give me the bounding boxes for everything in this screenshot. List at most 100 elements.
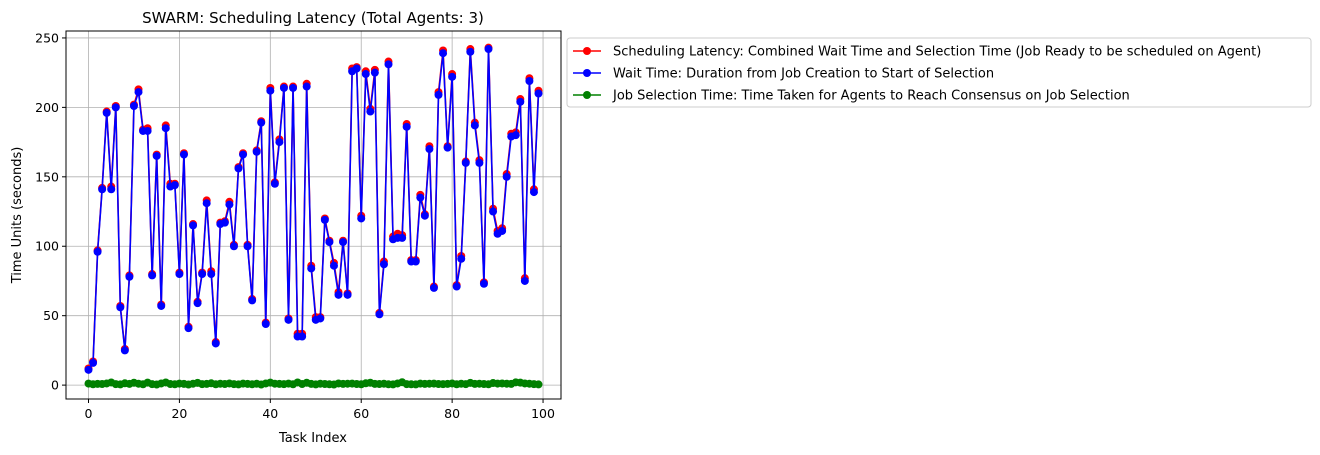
y-tick-label: 100 (35, 239, 59, 254)
data-point-wait-time (279, 83, 288, 92)
x-axis-label: Task Index (278, 431, 347, 446)
x-tick-label: 0 (85, 406, 93, 421)
legend-marker-scheduling-latency (583, 47, 591, 55)
data-point-wait-time (129, 101, 138, 110)
data-point-wait-time (489, 207, 498, 216)
y-axis-label: Time Units (seconds) (10, 147, 25, 285)
data-point-wait-time (89, 358, 98, 367)
data-point-wait-time (534, 89, 543, 98)
legend: Scheduling Latency: Combined Wait Time a… (566, 37, 1312, 108)
data-point-wait-time (516, 97, 525, 106)
data-point-wait-time (448, 72, 457, 81)
data-point-wait-time (298, 332, 307, 341)
data-point-wait-time (475, 158, 484, 167)
legend-box (566, 37, 1312, 108)
data-point-wait-time (402, 122, 411, 131)
data-point-wait-time (525, 76, 534, 85)
x-tick-label: 20 (171, 406, 187, 421)
ticks: 0 20 40 60 80 100 0 50 100 150 200 250 (35, 30, 555, 421)
y-tick-label: 150 (35, 169, 59, 184)
x-tick-label: 100 (531, 406, 555, 421)
data-point-wait-time (170, 181, 179, 190)
data-point-wait-time (134, 88, 143, 97)
data-point-wait-time (520, 276, 529, 285)
series-wait-time (84, 45, 543, 374)
data-point-wait-time (479, 279, 488, 288)
data-point-wait-time (229, 242, 238, 251)
data-point-wait-time (275, 138, 284, 147)
data-point-wait-time (384, 60, 393, 69)
plot-frame (65, 30, 562, 400)
legend-label-job-selection-time: Job Selection Time: Time Taken for Agent… (612, 89, 1130, 104)
data-point-wait-time (466, 47, 475, 56)
data-point-wait-time (207, 270, 216, 279)
data-point-wait-time (202, 199, 211, 208)
data-point-wait-time (375, 310, 384, 319)
data-point-wait-time (334, 290, 343, 299)
data-point-wait-time (84, 365, 93, 374)
data-point-wait-time (425, 145, 434, 154)
data-point-wait-time (511, 131, 520, 140)
data-point-wait-time (107, 185, 116, 194)
data-point-wait-time (157, 301, 166, 310)
x-tick-label: 80 (444, 406, 460, 421)
data-point-wait-time (484, 45, 493, 54)
data-point-wait-time (111, 103, 120, 112)
data-point-wait-time (184, 324, 193, 333)
data-point-wait-time (93, 247, 102, 256)
data-point-wait-time (198, 270, 207, 279)
data-point-wait-time (220, 218, 229, 227)
y-tick-label: 0 (51, 378, 59, 393)
series-layer (84, 43, 543, 389)
data-point-wait-time (411, 257, 420, 266)
data-point-wait-time (102, 108, 111, 117)
data-point-wait-time (498, 226, 507, 235)
data-point-wait-time (366, 107, 375, 116)
data-point-wait-time (429, 283, 438, 292)
data-point-wait-time (379, 260, 388, 269)
data-point-wait-time (252, 147, 261, 156)
y-tick-label: 250 (35, 30, 59, 45)
data-point-wait-time (325, 238, 334, 247)
data-point-wait-time (116, 303, 125, 312)
data-point-wait-time (439, 49, 448, 58)
data-point-wait-time (234, 164, 243, 173)
data-point-wait-time (302, 82, 311, 91)
data-point-wait-time (148, 271, 157, 280)
data-point-wait-time (143, 126, 152, 135)
y-tick-label: 50 (43, 308, 59, 323)
data-point-wait-time (461, 158, 470, 167)
y-tick-label: 200 (35, 100, 59, 115)
data-point-wait-time (316, 314, 325, 323)
data-point-wait-time (352, 64, 361, 73)
x-tick-label: 40 (262, 406, 278, 421)
legend-marker-job-selection-time (583, 91, 591, 99)
data-point-wait-time (307, 264, 316, 273)
data-point-wait-time (343, 290, 352, 299)
data-point-wait-time (398, 233, 407, 242)
data-point-wait-time (261, 320, 270, 329)
data-point-wait-time (434, 90, 443, 99)
data-point-wait-time (457, 254, 466, 263)
data-point-wait-time (257, 118, 266, 127)
data-point-wait-time (284, 315, 293, 324)
data-point-wait-time (357, 214, 366, 223)
data-point-wait-time (243, 242, 252, 251)
data-point-wait-time (161, 124, 170, 133)
data-point-wait-time (529, 188, 538, 197)
data-point-wait-time (420, 211, 429, 220)
data-point-wait-time (193, 299, 202, 308)
data-point-wait-time (248, 296, 257, 305)
data-point-wait-time (125, 272, 134, 281)
data-point-job-selection-time (534, 380, 543, 389)
data-point-wait-time (179, 150, 188, 159)
data-point-wait-time (443, 143, 452, 152)
data-point-wait-time (120, 346, 129, 355)
series-line-wait-time (87, 48, 540, 371)
data-point-wait-time (470, 121, 479, 130)
data-point-wait-time (175, 270, 184, 279)
legend-label-scheduling-latency: Scheduling Latency: Combined Wait Time a… (613, 45, 1261, 60)
data-point-wait-time (416, 193, 425, 202)
chart-title: SWARM: Scheduling Latency (Total Agents:… (142, 9, 484, 27)
